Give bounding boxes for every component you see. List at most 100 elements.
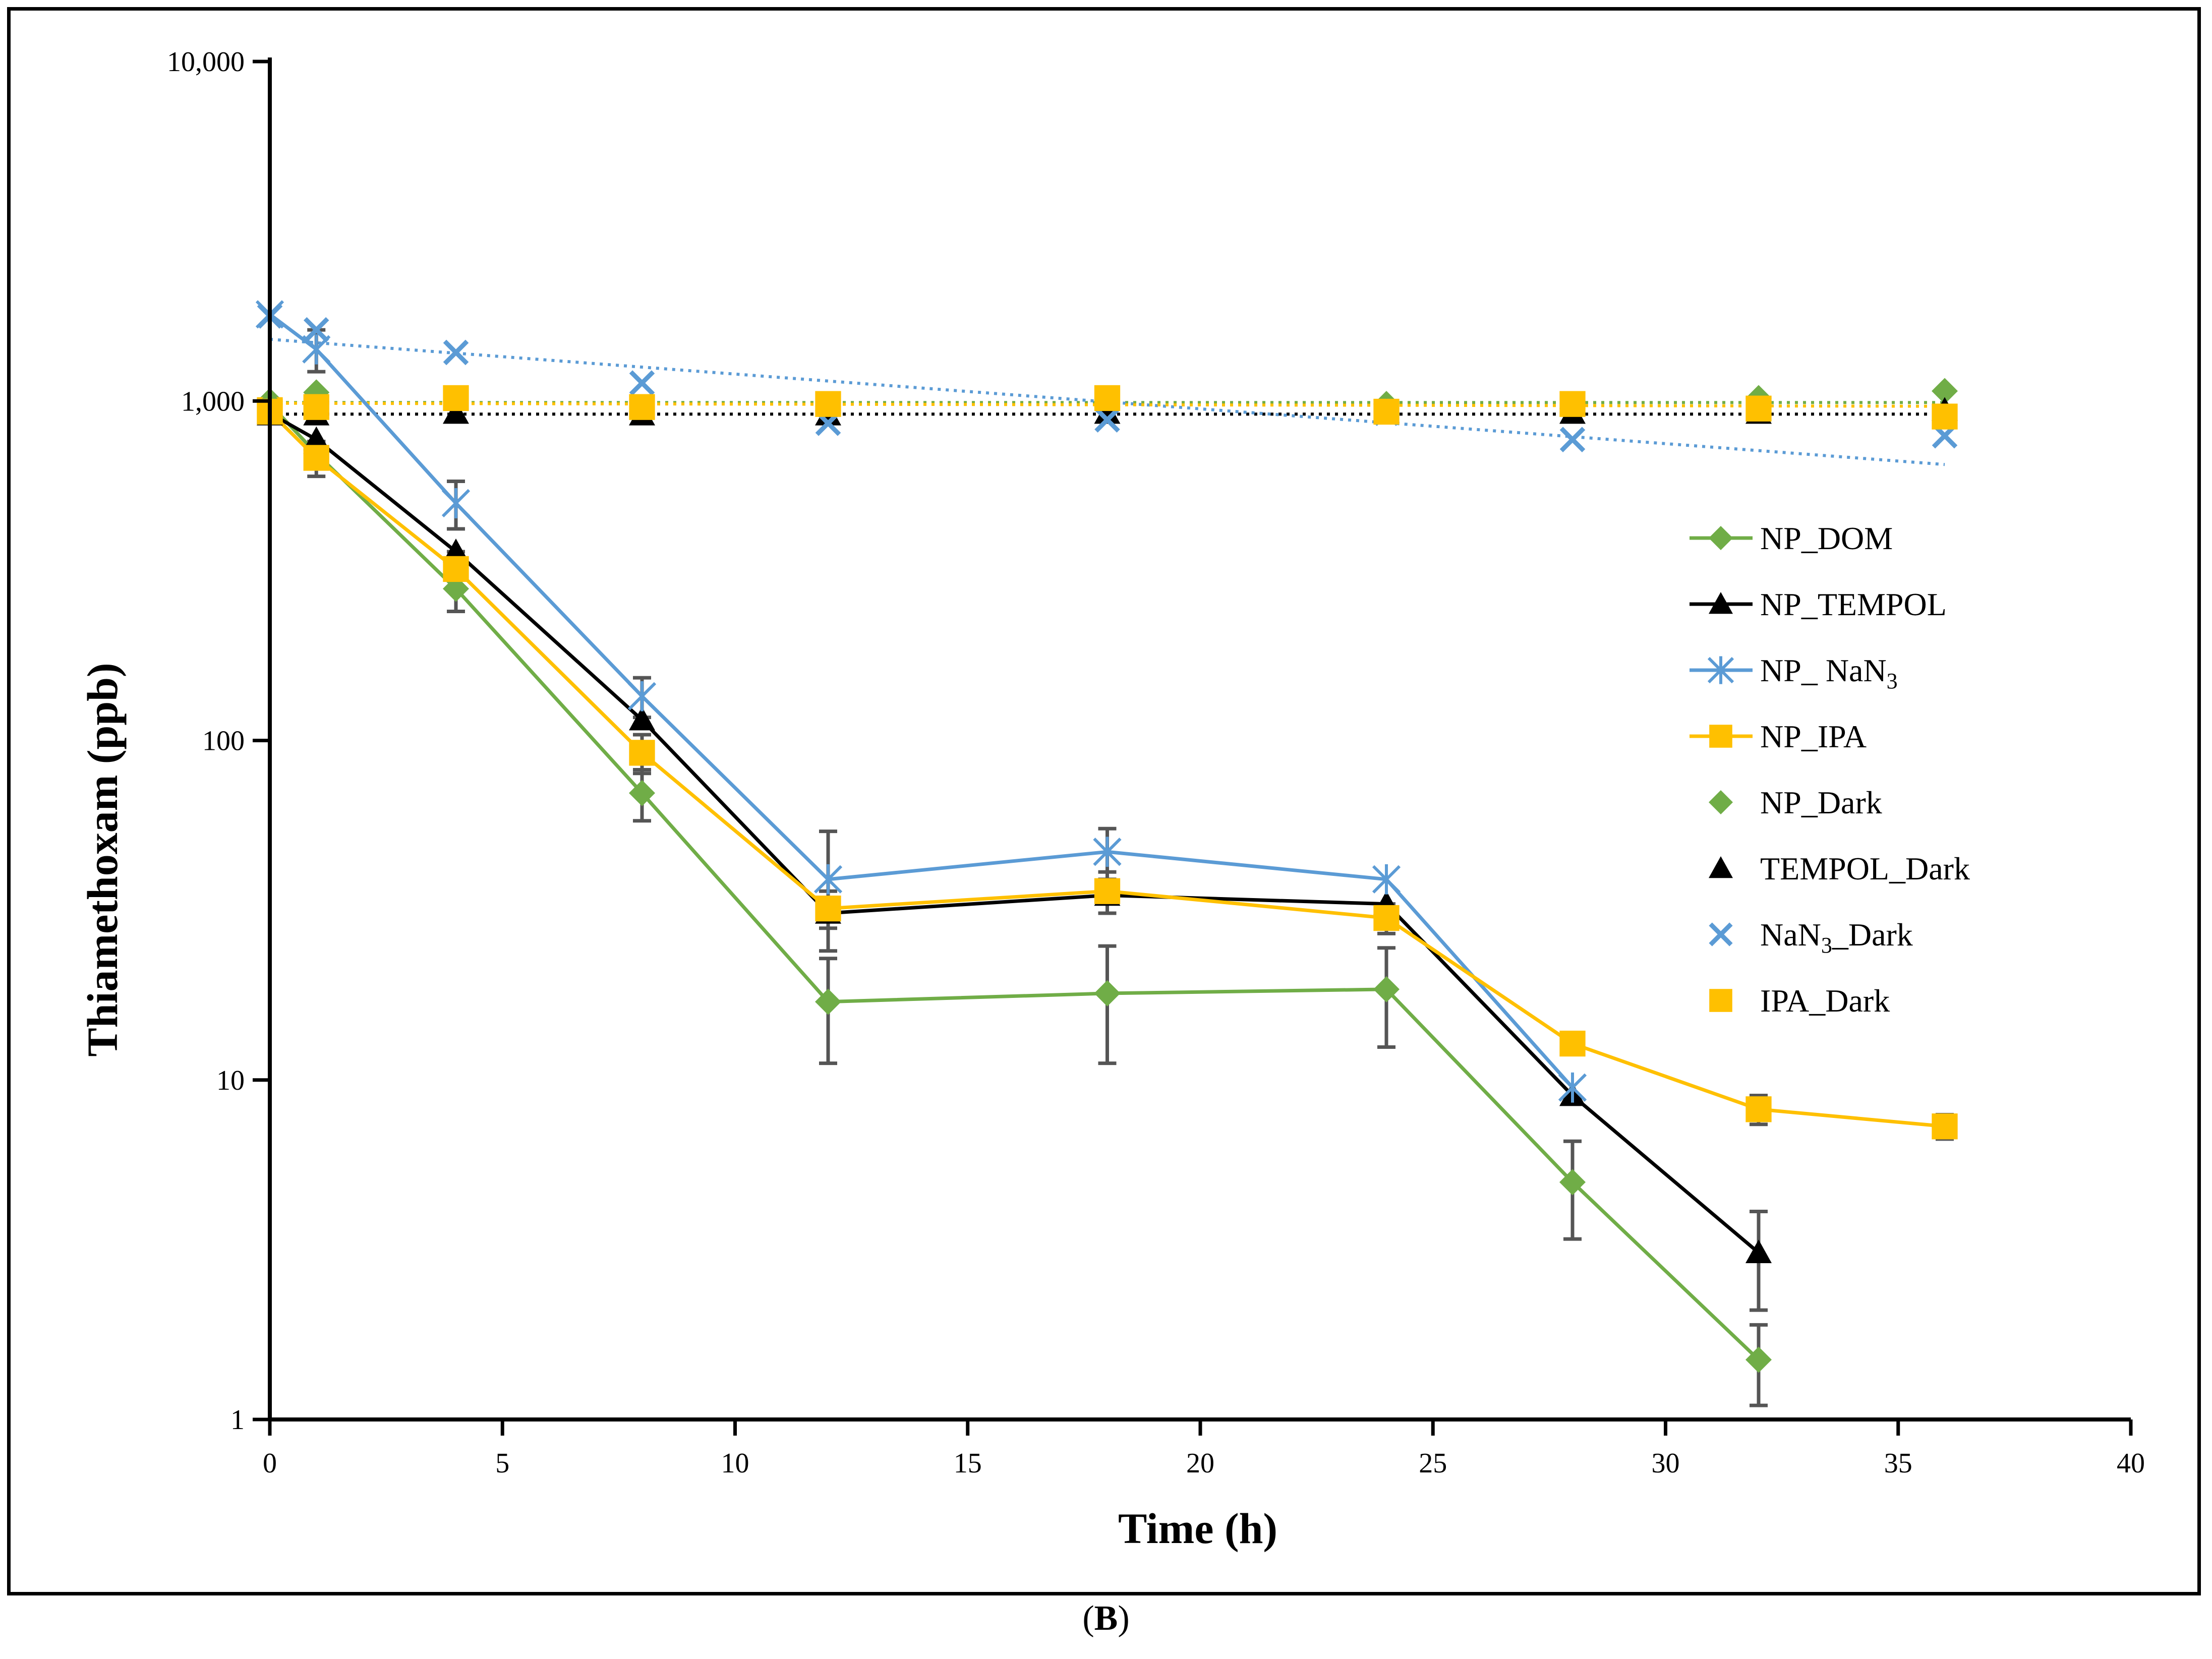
series-line-np-ipa [268,410,1945,1129]
y-tick-label: 10,000 [167,46,245,78]
x-tick-label: 40 [2117,1448,2145,1479]
legend-marker-ipa-dark [1709,989,1732,1012]
legend-label-text: NP_ NaN [1760,653,1887,688]
series-line-np-dom [268,402,1760,1361]
point-np-nan3 [441,488,471,518]
y-axis-title: Thiamethoxam (ppb) [78,663,127,1056]
point-ipa-dark [629,394,655,420]
point-np-nan3 [1372,864,1401,895]
axes: 0 5 10 15 20 25 30 35 40 1 10 100 1,000 10,000 [167,46,2145,1479]
y-tick-label: 1,000 [181,386,245,417]
legend-label-text: NP_IPA [1760,719,1867,754]
legend-label-text: NaN [1760,917,1821,953]
point-np-ipa [1932,1113,1958,1140]
legend-label-text: NP_Dark [1760,785,1882,820]
legend-label-nan3-dark: NaN3_Dark [1760,917,1913,958]
point-np-dom [1094,980,1121,1006]
point-np-ipa [1559,1030,1586,1057]
point-ipa-dark [1094,385,1121,411]
point-np-nan3 [302,334,331,365]
legend-label-np-tempol: NP_TEMPOL [1760,586,1947,622]
legend-label-text: TEMPOL_Dark [1760,851,1970,886]
x-tick-label: 25 [1419,1448,1447,1479]
y-tick-label: 10 [216,1065,245,1096]
point-np-ipa [1373,905,1400,931]
point-np-nan3 [1093,837,1122,867]
series-markers [255,299,1958,1373]
x-tick-label: 35 [1884,1448,1912,1479]
point-np-ipa [303,445,329,471]
error-bars [307,328,1954,1407]
figure-frame [7,7,2201,1595]
point-np-tempol [303,426,330,450]
legend-label-subscript: 3 [1821,933,1832,958]
legend-label-np-dark: NP_Dark [1760,785,1882,820]
x-tick-label: 10 [721,1448,749,1479]
x-tick-label: 20 [1186,1448,1214,1479]
y-tick-label: 1 [230,1404,245,1436]
legend-marker-np-ipa [1709,725,1732,748]
point-np-dom [1373,976,1400,1002]
legend-marker-np-tempol [1709,592,1733,614]
point-np-ipa [815,896,841,922]
x-tick-label: 0 [263,1448,277,1479]
legend-label-np-ipa: NP_IPA [1760,719,1867,754]
thiamethoxam-chart: 0 5 10 15 20 25 30 35 40 1 10 100 1,000 10,000 NP_DOM… [78,46,2145,1553]
legend-marker-np-dark [1709,790,1733,814]
legend-marker-np-nan3 [1707,656,1734,684]
point-np-ipa [1094,878,1121,904]
legend-label-suffix: _Dark [1832,917,1913,953]
point-np-nan3 [1558,1072,1587,1103]
point-nan3-dark [443,339,469,366]
point-ipa-dark [443,385,469,411]
figure-caption: (B) [0,1598,2212,1639]
point-ipa-dark [303,394,329,420]
point-np-dom [1745,1346,1772,1373]
point-ipa-dark [815,391,841,417]
caption-close-paren: ) [1118,1599,1130,1638]
point-nan3-dark [1094,407,1120,433]
point-np-tempol [629,706,655,731]
point-np-ipa [1745,1096,1772,1122]
point-np-dom [629,780,655,806]
legend-label-text: NP_TEMPOL [1760,586,1947,622]
x-tick-label: 15 [954,1448,982,1479]
point-np-dom [443,575,469,602]
point-np-nan3 [813,864,843,895]
legend-marker-nan3-dark [1709,922,1733,946]
point-ipa-dark [1745,395,1772,422]
legend-marker-tempol-dark [1709,856,1733,878]
x-axis-title: Time (h) [1118,1504,1277,1553]
y-tick-label: 100 [202,726,245,757]
point-tempol-dark [443,400,469,424]
series-line-np-nan3 [268,313,1574,1089]
point-np-dom [815,988,841,1015]
x-tick-label: 30 [1652,1448,1680,1479]
point-np-ipa [629,740,655,766]
legend-label-np-nan3: NP_ NaN3 [1760,653,1898,693]
point-nan3-dark [1559,427,1586,452]
point-ipa-dark [1559,391,1586,417]
series-line-np-tempol [269,411,1760,1254]
point-nan3-dark [303,317,329,343]
point-np-tempol [1745,1239,1772,1263]
point-nan3-dark [629,370,655,396]
legend-marker-np-dom [1709,526,1733,550]
point-np-dom [1559,1169,1586,1196]
point-np-nan3 [627,681,657,712]
legend-label-np-dom: NP_DOM [1760,520,1893,556]
point-tempol-dark [1094,400,1121,424]
caption-panel-letter: B [1094,1599,1118,1638]
caption-open-paren: ( [1082,1599,1094,1638]
point-np-ipa [443,556,469,582]
legend-label-tempol-dark: TEMPOL_Dark [1760,851,1970,886]
x-tick-label: 5 [495,1448,509,1479]
legend-label-subscript: 3 [1887,669,1898,693]
point-ipa-dark [1373,398,1400,425]
legend-label-text: NP_DOM [1760,520,1893,556]
legend-label-ipa-dark: IPA_Dark [1760,983,1890,1019]
legend-label-text: IPA_Dark [1760,983,1890,1019]
point-ipa-dark [1932,403,1958,430]
point-np-dark [1932,378,1958,404]
